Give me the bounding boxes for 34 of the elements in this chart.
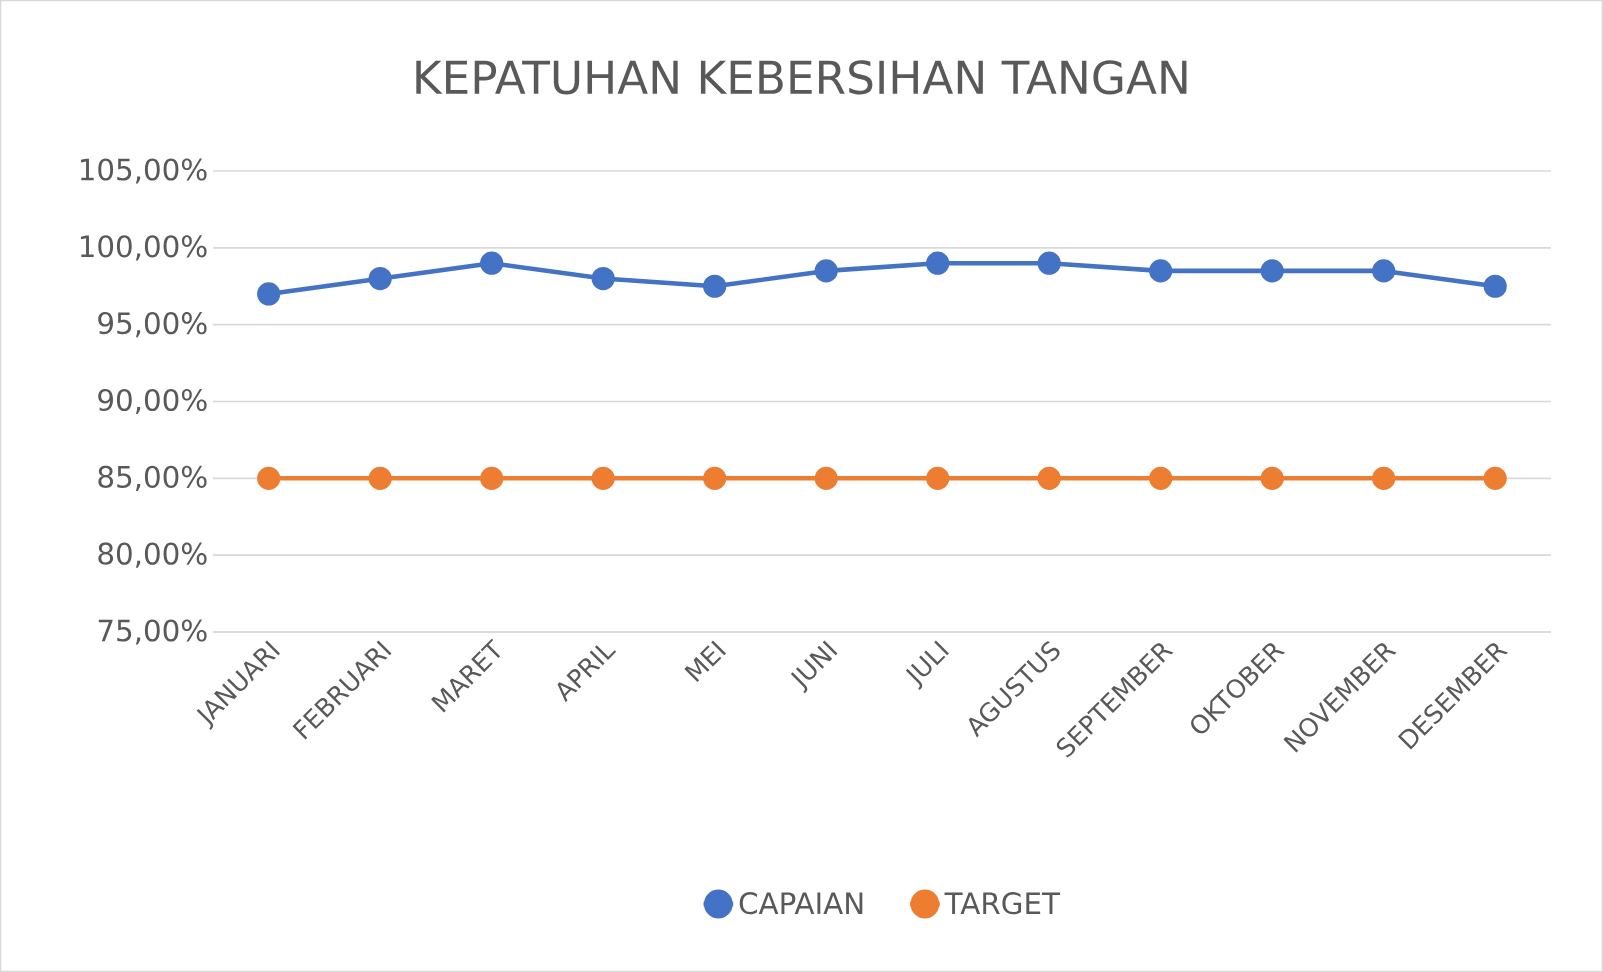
- point: [480, 466, 504, 490]
- point: [1037, 251, 1061, 275]
- point: [480, 251, 504, 275]
- point: [257, 466, 281, 490]
- point: [1372, 466, 1396, 490]
- point: [814, 259, 838, 283]
- y-tick-label: 80,00%: [98, 542, 207, 568]
- point: [814, 466, 838, 490]
- y-tick-label: 100,00%: [80, 235, 207, 261]
- point: [591, 266, 615, 291]
- point: [1483, 274, 1507, 298]
- point: [926, 251, 950, 275]
- chart-title: KEPATUHAN KEBERSIHAN TANGAN: [416, 60, 1187, 95]
- point: [368, 266, 392, 291]
- point: [1260, 259, 1284, 283]
- point: [1149, 466, 1173, 490]
- legend-label: TARGET: [944, 892, 1061, 915]
- x-tick-label: MEI: [684, 640, 726, 683]
- point: [591, 466, 615, 490]
- y-tick-label: 85,00%: [98, 465, 207, 491]
- y-tick-label: 105,00%: [80, 158, 207, 184]
- point: [926, 466, 950, 490]
- point: [1483, 466, 1507, 490]
- y-tick-label: 95,00%: [98, 312, 207, 338]
- legend-label: CAPAIAN: [739, 892, 863, 915]
- point: [1260, 466, 1284, 490]
- point: [703, 274, 727, 298]
- point: [257, 282, 281, 306]
- point: [1372, 259, 1396, 283]
- point: [1037, 466, 1061, 490]
- point: [368, 466, 392, 490]
- y-tick-label: 90,00%: [98, 388, 207, 415]
- point: [1149, 259, 1173, 283]
- point: [703, 466, 727, 490]
